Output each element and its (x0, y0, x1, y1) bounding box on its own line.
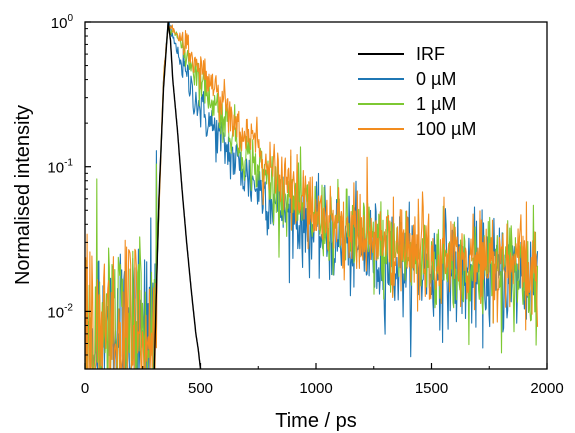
x-tick-label: 2000 (530, 380, 563, 397)
legend-label: 100 µM (416, 119, 476, 139)
legend-label: IRF (416, 44, 445, 64)
x-tick-label: 0 (81, 380, 89, 397)
y-axis-title: Normalised intensity (12, 105, 34, 285)
legend-label: 1 µM (416, 94, 456, 114)
series-layer (85, 22, 539, 369)
y-tick-label: 10-1 (47, 158, 73, 177)
x-axis: 0 500 1000 1500 2000 (81, 363, 564, 397)
legend: IRF 0 µM 1 µM 100 µM (358, 44, 476, 139)
y-axis: 10-2 10-1 100 (47, 13, 91, 370)
x-tick-label: 1500 (415, 380, 448, 397)
x-tick-label: 1000 (299, 380, 332, 397)
x-tick-label: 500 (188, 380, 213, 397)
y-tick-label: 100 (51, 13, 74, 32)
series-line-IRF (153, 22, 202, 369)
legend-label: 0 µM (416, 69, 456, 89)
x-axis-title: Time / ps (275, 410, 357, 432)
y-tick-label: 10-2 (47, 302, 73, 321)
